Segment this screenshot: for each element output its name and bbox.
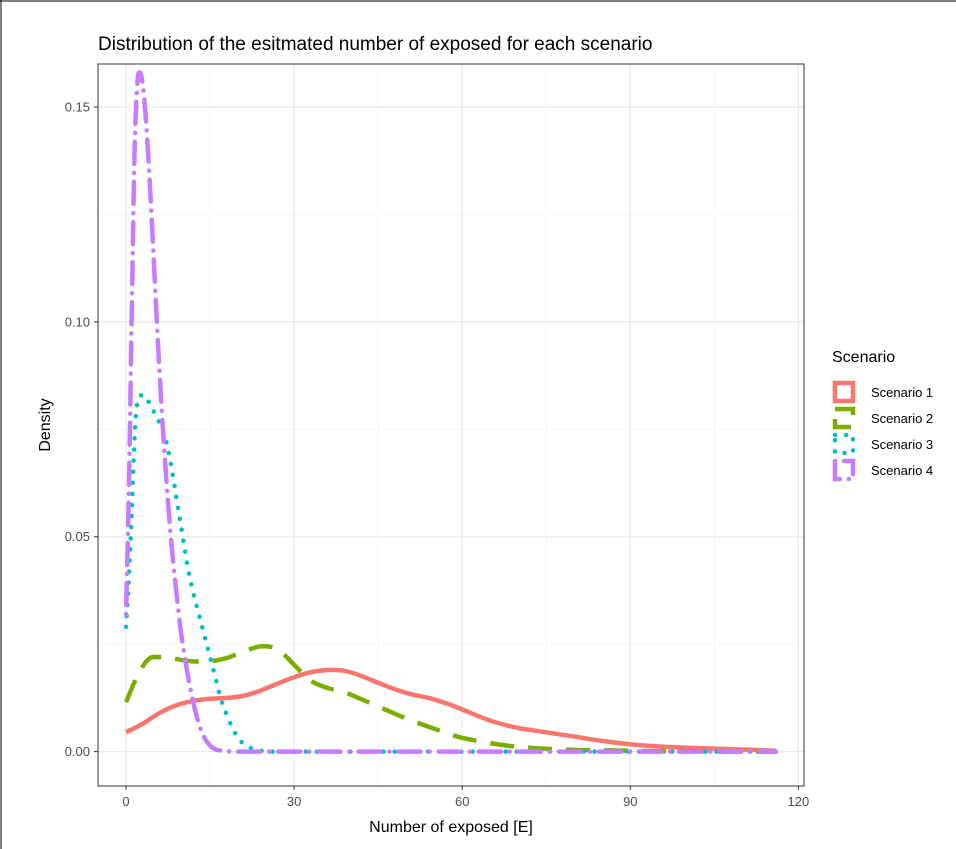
y-tick-label: 0.15 [65,99,90,114]
legend-label: Scenario 4 [871,463,933,478]
series-layer [123,70,779,754]
plot-panel-border [97,63,805,787]
series-line-scenario-4 [123,70,779,754]
series-line-scenario-2 [123,643,776,754]
x-axis-title: Number of exposed [E] [369,819,533,836]
legend-label: Scenario 1 [871,385,933,400]
legend-item-scenario-1: Scenario 1 [832,380,933,404]
legend-title: Scenario [832,349,895,366]
legend-items: Scenario 1 Scenario 2 Scenario 3 Scenario 4 [832,380,933,482]
y-tick-label: 0.00 [65,744,90,759]
x-tick-label: 90 [623,794,637,809]
legend-key-swatch [832,406,856,430]
legend-item-scenario-2: Scenario 2 [832,406,933,430]
legend-label: Scenario 2 [871,411,933,426]
x-axis: 0 30 60 90 120 [122,786,809,809]
legend-key-swatch [832,432,856,456]
legend-item-scenario-3: Scenario 3 [832,432,933,456]
x-tick-label: 60 [455,794,469,809]
legend-key-swatch [832,380,856,404]
legend-label: Scenario 3 [871,437,933,452]
y-axis-title: Density [37,398,54,451]
plot-background [98,64,804,786]
y-tick-label: 0.05 [65,529,90,544]
x-tick-label: 120 [788,794,810,809]
x-tick-label: 0 [122,794,129,809]
legend-key-swatch [832,458,856,482]
minor-gridlines [98,64,804,786]
series-line-scenario-3 [123,392,779,754]
major-gridlines [98,64,804,786]
chart-title: Distribution of the esitmated number of … [98,34,652,55]
series-line-scenario-1 [124,667,777,754]
legend-item-scenario-4: Scenario 4 [832,458,933,482]
y-axis: 0.00 0.05 0.10 0.15 [65,99,98,759]
y-tick-label: 0.10 [65,314,90,329]
x-tick-label: 30 [287,794,301,809]
